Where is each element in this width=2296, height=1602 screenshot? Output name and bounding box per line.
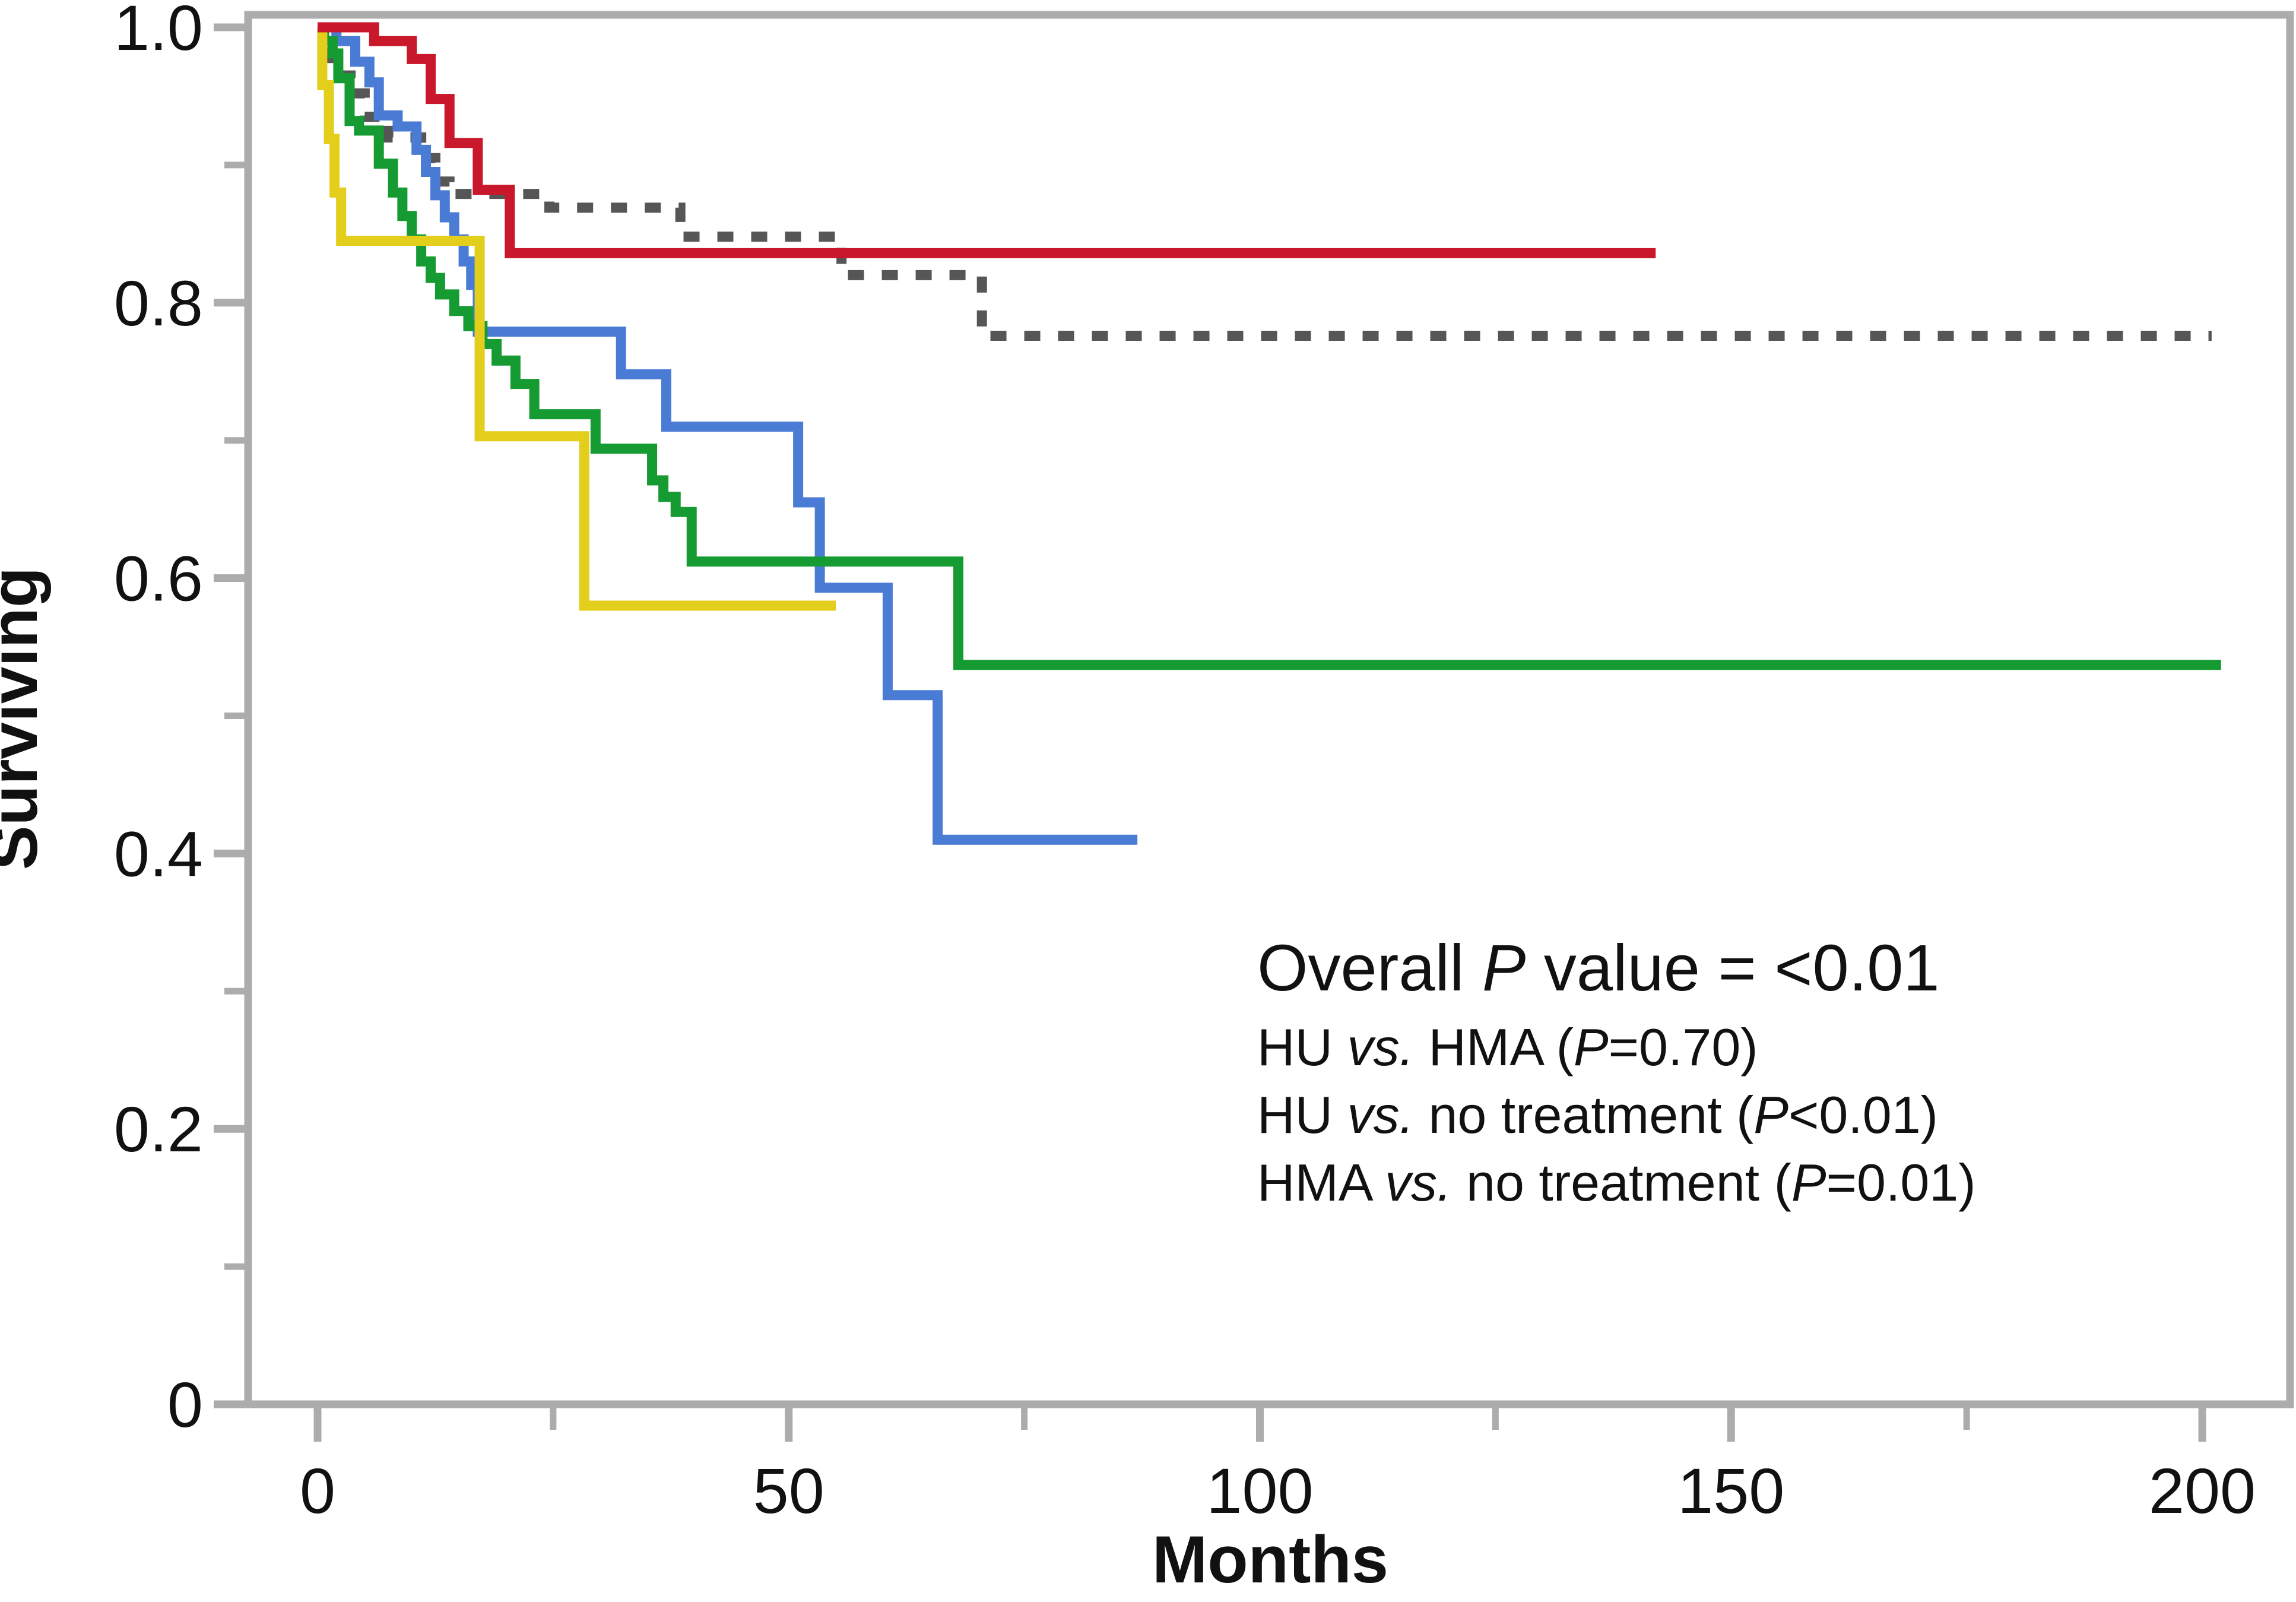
y-axis-ticks: 1.0 0.8 0.6 0.4 0.2 0 (114, 0, 248, 1440)
curve-green-solid (318, 22, 2221, 670)
overall-pvalue-text: Overall P value = <0.01 (1257, 932, 1940, 1005)
curve-blue-solid (318, 22, 1138, 845)
y-tick-label: 0.2 (114, 1093, 203, 1165)
survival-curves (317, 22, 2221, 845)
text-segment: HU (1257, 1018, 1347, 1077)
y-tick-label: 0.6 (114, 543, 203, 615)
x-axis-title: Months (1152, 1522, 1388, 1597)
x-tick-label: 100 (1206, 1455, 1313, 1527)
comparison-pvalue-text: HMA vs. no treatment (P=0.01) (1257, 1153, 1976, 1212)
italic-segment: vs. (1385, 1153, 1451, 1212)
curve-yellow-solid (317, 22, 836, 611)
text-segment: no treatment ( (1414, 1085, 1753, 1144)
y-axis-title: Surviving (0, 567, 51, 870)
italic-segment: P (1482, 932, 1526, 1005)
italic-segment: vs. (1347, 1018, 1414, 1077)
y-tick-label: 1.0 (114, 0, 203, 64)
italic-segment: P (1574, 1018, 1609, 1077)
y-tick-label: 0.4 (114, 818, 203, 889)
text-segment: no treatment ( (1452, 1153, 1791, 1212)
y-tick-label: 0.8 (114, 267, 203, 339)
plot-frame (244, 11, 2294, 1408)
text-segment: Overall (1257, 932, 1482, 1005)
italic-segment: P (1791, 1153, 1826, 1212)
text-segment: HU (1257, 1085, 1347, 1144)
text-segment: HMA ( (1414, 1018, 1574, 1077)
curve-red-solid (318, 22, 1656, 258)
curve-gray-dashed (318, 22, 2212, 341)
x-tick-label: 150 (1677, 1455, 1784, 1527)
text-segment: value = <0.01 (1526, 932, 1939, 1005)
comparison-pvalue-text: HU vs. no treatment (P<0.01) (1257, 1085, 1938, 1144)
y-tick-label: 0 (167, 1369, 203, 1440)
text-segment: =0.70) (1609, 1018, 1758, 1077)
text-segment: =0.01) (1826, 1153, 1976, 1212)
text-segment: HMA (1257, 1153, 1385, 1212)
x-axis-ticks: 0 50 100 150 200 (300, 1404, 2256, 1527)
italic-segment: P (1753, 1085, 1788, 1144)
comparison-pvalue-text: HU vs. HMA (P=0.70) (1257, 1018, 1758, 1077)
italic-segment: vs. (1347, 1085, 1414, 1144)
x-tick-label: 200 (2149, 1455, 2256, 1527)
text-segment: <0.01) (1788, 1085, 1938, 1144)
x-tick-label: 0 (300, 1455, 335, 1527)
x-tick-label: 50 (753, 1455, 824, 1527)
